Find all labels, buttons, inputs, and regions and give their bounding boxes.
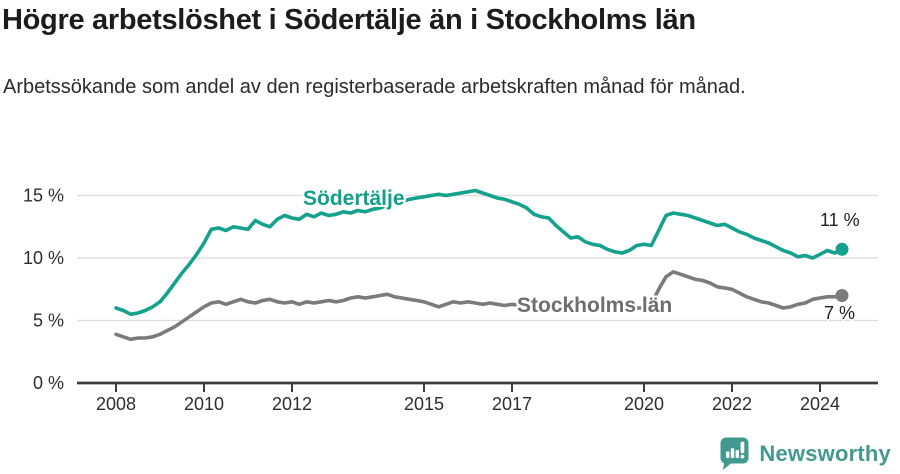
newsworthy-logo-text: Newsworthy bbox=[759, 441, 891, 466]
series-label-stockholms-lan: Stockholms län bbox=[517, 294, 673, 317]
series-line-stockholms-lan bbox=[114, 269, 844, 342]
y-tick-label: 15 % bbox=[23, 186, 64, 206]
end-dot-stockholms-lan bbox=[835, 289, 849, 302]
x-tick-label: 2008 bbox=[96, 394, 136, 414]
x-tick-label: 2024 bbox=[800, 394, 840, 414]
x-tick-label: 2017 bbox=[492, 394, 532, 414]
x-tick-label: 2022 bbox=[712, 394, 752, 414]
end-value-label-stockholms-lan: 7 % bbox=[824, 303, 856, 323]
x-tick-label: 2012 bbox=[272, 394, 312, 414]
end-value-label-sodertalje: 11 % bbox=[820, 210, 860, 230]
series-label-sodertalje: Södertälje bbox=[303, 187, 405, 210]
chart-bubble-icon bbox=[720, 437, 749, 470]
x-tick-label: 2010 bbox=[184, 394, 224, 414]
x-tick-label: 2015 bbox=[404, 394, 444, 414]
y-tick-label: 5 % bbox=[33, 311, 64, 331]
chart-subtitle: Arbetssökande som andel av den registerb… bbox=[3, 76, 746, 98]
end-dot-sodertalje bbox=[835, 242, 849, 256]
y-tick-label: 0 % bbox=[33, 373, 64, 393]
y-tick-label: 10 % bbox=[23, 248, 64, 268]
x-tick-label: 2020 bbox=[624, 394, 664, 414]
chart-title: Högre arbetslöshet i Södertälje än i Sto… bbox=[2, 4, 696, 36]
series-line-sodertalje bbox=[114, 188, 844, 317]
newsworthy-logo[interactable]: Newsworthy bbox=[719, 437, 891, 471]
